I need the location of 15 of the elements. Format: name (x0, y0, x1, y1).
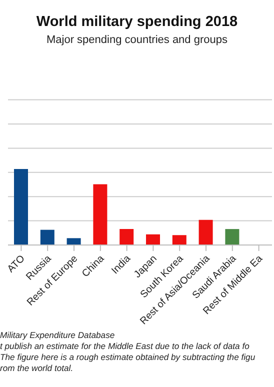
chart-title: World military spending 2018 (35, 13, 239, 30)
text: The figure here is a rough estimate obtained by subtracting the figu (0, 352, 256, 363)
bar (66, 238, 81, 245)
bar (146, 234, 160, 245)
bar (40, 230, 54, 245)
bar (198, 220, 213, 245)
text: rom the world total. (0, 363, 74, 374)
bar (225, 229, 240, 245)
chart-subtitle: Major spending countries and groups (45, 34, 228, 46)
bar (120, 229, 134, 245)
bar (93, 184, 108, 245)
text: Military Expenditure Database (0, 330, 116, 341)
text: t publish an estimate for the Middle East due to the lack of data fo (0, 341, 250, 352)
bar (172, 235, 186, 245)
bar (14, 169, 28, 245)
